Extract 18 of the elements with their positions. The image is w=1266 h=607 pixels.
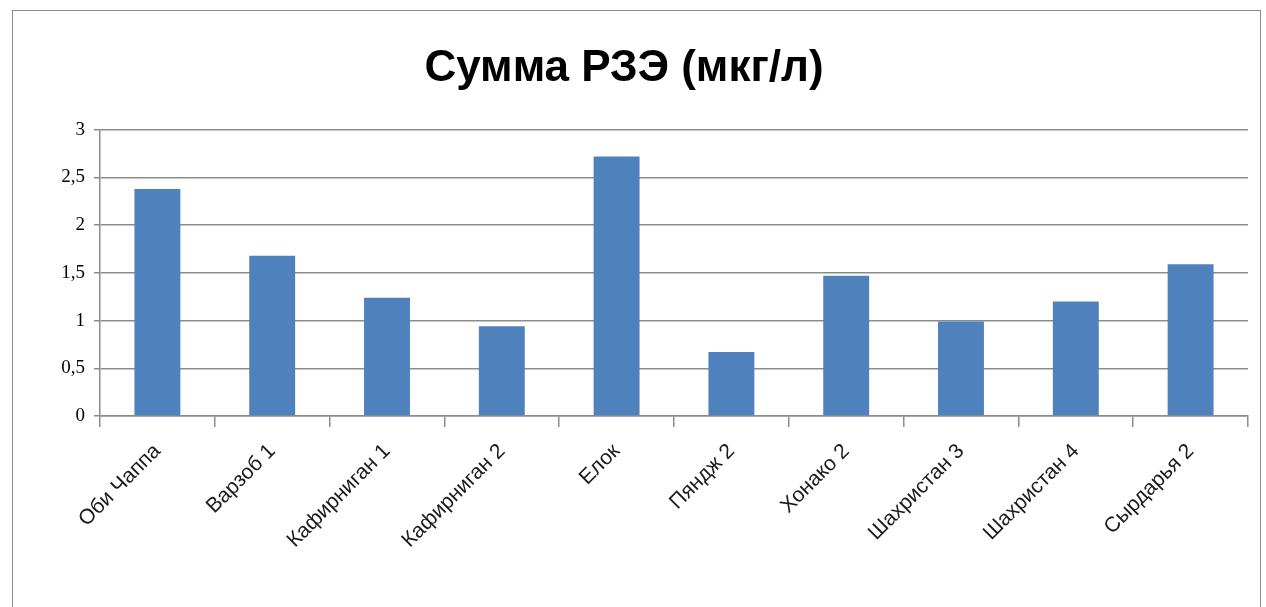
bar — [823, 275, 870, 416]
y-tick-label: 0 — [75, 403, 85, 425]
bar — [593, 156, 640, 416]
y-tick-label: 2,5 — [61, 165, 85, 187]
bar — [364, 297, 410, 416]
bar — [478, 326, 525, 416]
y-tick-label: 1,5 — [61, 260, 85, 282]
bar — [938, 321, 984, 416]
bar — [1052, 301, 1099, 416]
bar — [134, 188, 181, 416]
y-tick-label: 2 — [75, 213, 85, 235]
y-tick-label: 1 — [75, 308, 85, 330]
y-tick-label: 3 — [75, 117, 85, 139]
bar — [1167, 264, 1214, 416]
y-tick-label: 0,5 — [61, 356, 85, 378]
chart-title: Сумма РЗЭ (мкг/л) — [424, 40, 824, 90]
bar — [708, 352, 755, 416]
bar — [249, 255, 296, 416]
